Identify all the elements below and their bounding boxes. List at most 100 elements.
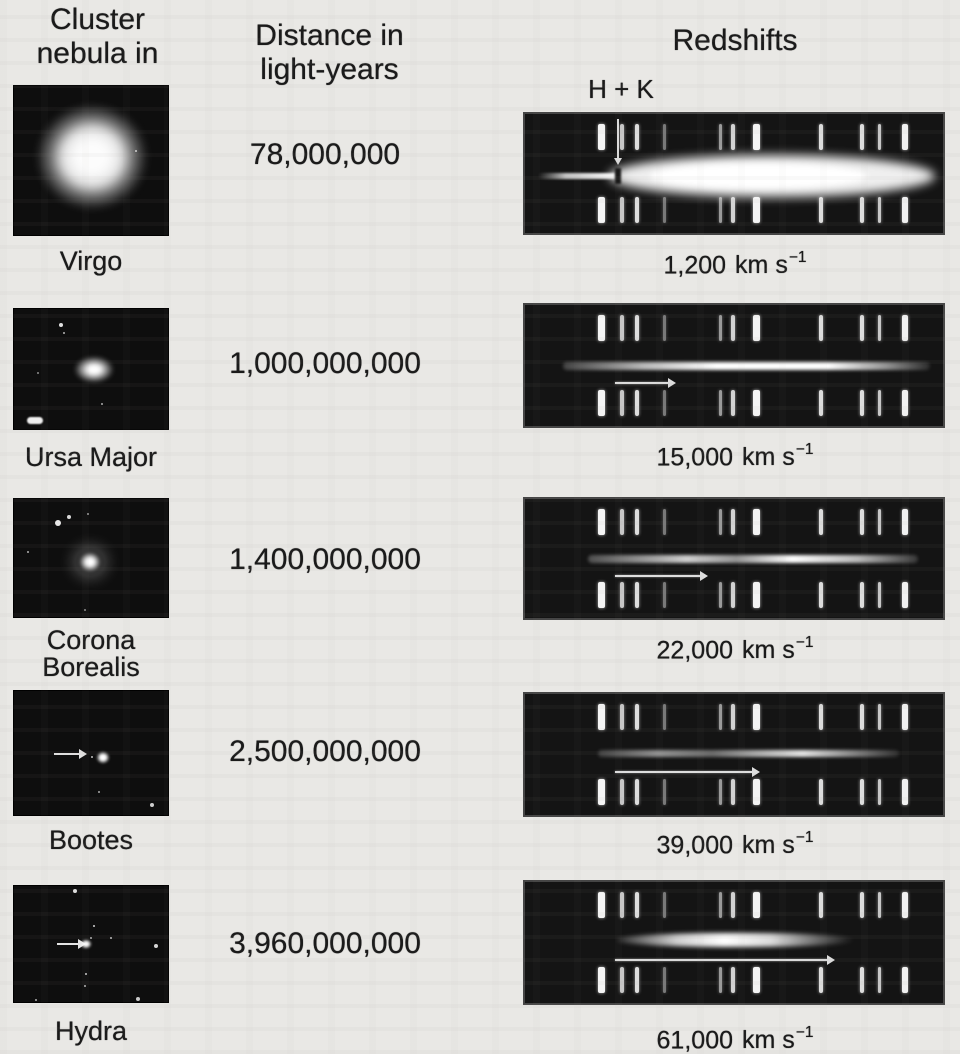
column-header-redshifts: Redshifts [672,24,798,57]
comparison-spectrum-line [620,582,625,609]
comparison-spectrum-line [752,891,760,919]
comparison-spectrum-line [598,314,606,342]
velocity-unit: km s [742,443,795,472]
comparison-spectrum-line [662,197,666,224]
comparison-spectrum-line [877,508,881,535]
comparison-spectrum-line [752,582,760,609]
comparison-spectrum-line [620,197,625,224]
velocity-label-hydra: 61,000 km s−1 [610,1024,860,1054]
comparison-spectrum-line [598,508,606,535]
star-dots [14,886,18,890]
spectrum-panel-ursa-major [523,303,945,428]
star-dots [14,309,18,313]
hk-pointer-arrow [614,118,623,166]
spectrum-panel-virgo [523,112,945,235]
comparison-spectrum-line [877,389,881,417]
comparison-spectrum-line [819,123,824,150]
column-header-cluster-line2: nebula in [36,37,159,70]
comparison-spectrum-line [662,891,666,919]
velocity-exponent: −1 [795,634,814,651]
velocity-label-corona-borealis: 22,000 km s−1 [610,634,860,665]
velocity-value: 22,000 [656,636,733,665]
comparison-spectrum-line [752,703,760,731]
comparison-spectrum-line [731,314,736,342]
column-header-distance: Distance in light-years [222,19,437,87]
comparison-spectrum-line [752,778,760,806]
comparison-spectrum-line [662,389,666,417]
comparison-spectrum-line [819,966,824,994]
comparison-spectrum-line [752,508,760,535]
spectrum-panel-hydra [523,880,945,1005]
galaxy-photo-bootes [13,690,169,816]
comparison-spectrum-line [718,778,722,806]
spectrum-panel-corona-borealis [523,497,945,620]
comparison-spectrum-line [718,508,722,535]
hk-line-label: H + K [588,74,654,104]
velocity-exponent: −1 [795,441,814,458]
comparison-spectrum-line [662,966,666,994]
galaxy-photo-virgo [13,85,169,236]
comparison-spectrum-line [634,778,639,806]
comparison-spectrum-line [731,197,736,224]
velocity-label-ursa-major: 15,000 km s−1 [610,441,860,472]
redshift-arrow [614,571,708,582]
comparison-spectrum-line [859,197,864,224]
comparison-spectrum-line [902,891,909,919]
star-dots [14,499,18,503]
target-pointer-arrow [54,749,87,759]
column-header-cluster-line1: Cluster [49,3,146,36]
comparison-spectrum-line [859,703,864,731]
galaxy-blob [96,751,110,764]
comparison-spectrum-line [718,123,722,150]
comparison-spectrum-line [731,966,736,994]
comparison-spectrum-line [662,123,666,150]
comparison-spectrum-line [598,197,606,224]
galaxy-blob [36,104,148,210]
comparison-spectrum-line [859,389,864,417]
comparison-spectrum-line [859,582,864,609]
comparison-spectrum-line [877,582,881,609]
distance-value-virgo: 78,000,000 [249,138,401,171]
comparison-spectrum-line [902,582,909,609]
comparison-spectrum-line [634,314,639,342]
spectrum-streak [616,933,856,948]
comparison-spectrum-line [902,703,909,731]
comparison-spectrum-line [902,966,909,994]
comparison-spectrum-line [819,314,824,342]
comparison-spectrum-line [598,389,606,417]
comparison-spectrum-line [902,778,909,806]
distance-value-hydra: 3,960,000,000 [229,927,421,960]
comparison-spectrum-line [718,891,722,919]
comparison-spectrum-line [877,778,881,806]
comparison-spectrum-line [877,314,881,342]
comparison-spectrum-line [634,703,639,731]
galaxy-blob [80,939,92,949]
velocity-exponent: −1 [795,829,814,846]
distance-value-bootes: 2,500,000,000 [229,735,421,768]
velocity-value: 39,000 [656,831,733,860]
comparison-spectrum-line [819,778,824,806]
comparison-spectrum-line [662,703,666,731]
comparison-spectrum-line [634,389,639,417]
spectrum-streak [587,554,918,563]
comparison-spectrum-line [752,966,760,994]
comparison-spectrum-line [752,314,760,342]
distance-value-corona-borealis: 1,400,000,000 [229,543,421,576]
comparison-spectrum-line [598,582,606,609]
comparison-spectrum-line [859,966,864,994]
comparison-spectrum-line [620,508,625,535]
cluster-name-bootes: Bootes [48,825,134,855]
velocity-label-virgo: 1,200 km s−1 [610,249,860,280]
spectrum-streak-core [650,163,868,188]
comparison-spectrum-line [731,778,736,806]
spectrum-panel-bootes [523,692,945,817]
comparison-spectrum-line [634,197,639,224]
galaxy-photo-ursa-major [13,308,169,430]
comparison-spectrum-line [634,891,639,919]
comparison-spectrum-line [620,123,625,150]
velocity-unit: km s [742,831,795,860]
comparison-spectrum-line [752,123,760,150]
cluster-name-virgo: Virgo [59,246,123,276]
comparison-spectrum-line [731,389,736,417]
